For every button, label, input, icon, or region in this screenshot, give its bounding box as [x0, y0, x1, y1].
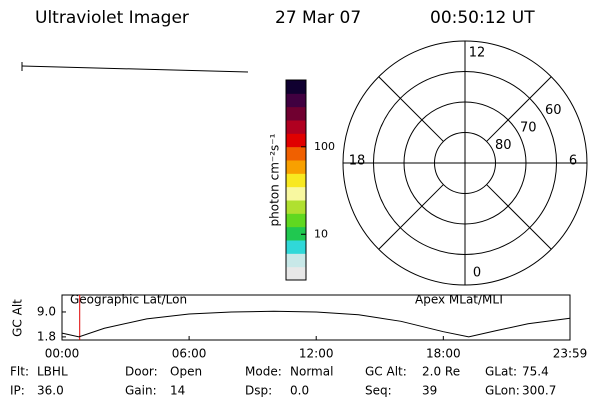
- x-tick-label: 12:00: [299, 347, 334, 361]
- colorbar-band: [286, 133, 306, 148]
- lat-label: 70: [520, 121, 537, 136]
- status-label: Seq:: [365, 384, 392, 398]
- date: 27 Mar 07: [275, 8, 361, 28]
- diagonal-line: [486, 184, 552, 250]
- status-value: 300.7: [522, 384, 556, 398]
- diagonal-line: [486, 76, 552, 142]
- status-label: Mode:: [245, 365, 282, 379]
- colorbar-band: [286, 186, 306, 201]
- colorbar-band: [286, 240, 306, 254]
- mlt-label: 6: [569, 154, 577, 169]
- x-tick-label: 18:00: [426, 347, 461, 361]
- annotation: Geographic Lat/Lon: [70, 293, 187, 307]
- colorbar-band: [286, 93, 306, 108]
- altitude-line: [61, 310, 571, 338]
- status-label: Gain:: [125, 384, 157, 398]
- colorbar-band: [286, 160, 306, 174]
- colorbar-band: [286, 146, 306, 161]
- colorbar-band: [286, 226, 306, 241]
- time: 00:50:12 UT: [430, 8, 535, 28]
- title: Ultraviolet Imager: [35, 8, 189, 28]
- status-label: Flt:: [10, 365, 29, 379]
- y-axis-label: GC Alt: [11, 299, 25, 337]
- status-value: Open: [170, 365, 202, 379]
- status-value: 0.0: [290, 384, 309, 398]
- status-label: GLat:: [485, 365, 517, 379]
- status-value: 36.0: [37, 384, 64, 398]
- diagonal-line: [378, 76, 444, 142]
- y-tick-label: 1.8: [37, 329, 56, 343]
- status-value: 2.0 Re: [422, 365, 460, 379]
- colorbar-band: [286, 213, 306, 228]
- status-label: IP:: [10, 384, 25, 398]
- status-label: Dsp:: [245, 384, 272, 398]
- colorbar-band: [286, 80, 306, 94]
- status-label: Door:: [125, 365, 158, 379]
- colorbar-frame: [285, 79, 307, 281]
- colorbar-band: [286, 266, 306, 281]
- colorbar-tick-label: 100: [314, 140, 335, 153]
- status-value: Normal: [290, 365, 333, 379]
- colorbar-label: photon cm⁻²s⁻¹: [268, 133, 282, 226]
- x-tick-label: 23:59: [553, 347, 588, 361]
- mlt-label: 12: [469, 46, 486, 61]
- colorbar-tick-label: 10: [314, 227, 328, 240]
- lat-label: 60: [545, 103, 562, 118]
- status-value: 75.4: [522, 365, 549, 379]
- colorbar-band: [286, 253, 306, 268]
- lat-label: 80: [495, 138, 512, 153]
- x-tick-label: 00:00: [45, 347, 80, 361]
- status-label: GC Alt:: [365, 365, 407, 379]
- status-value: LBHL: [37, 365, 68, 379]
- status-value: 39: [422, 384, 437, 398]
- status-value: 14: [170, 384, 185, 398]
- annotation: Apex MLat/MLT: [415, 293, 505, 307]
- colorbar-band: [286, 173, 306, 188]
- orbit-trace: [21, 65, 249, 73]
- y-tick-label: 9.0: [37, 304, 56, 318]
- status-label: GLon:: [485, 384, 520, 398]
- colorbar-band: [286, 200, 306, 214]
- x-tick-label: 06:00: [172, 347, 207, 361]
- mlt-label: 18: [349, 154, 366, 169]
- diagonal-line: [378, 184, 444, 250]
- colorbar-band: [286, 120, 306, 134]
- colorbar-band: [286, 106, 306, 121]
- mlt-label: 0: [473, 266, 481, 281]
